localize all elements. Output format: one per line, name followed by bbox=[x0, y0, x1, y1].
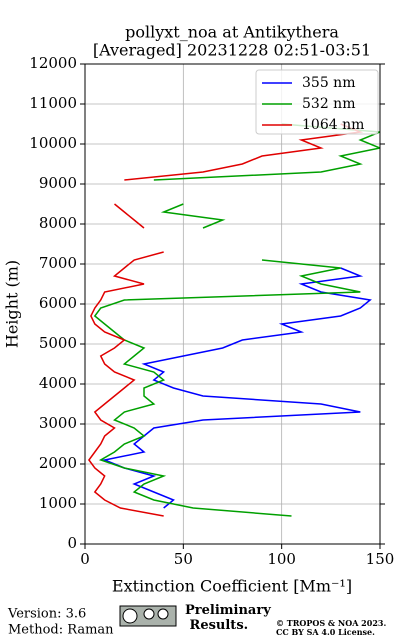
profile-line bbox=[93, 259, 361, 517]
y-axis-label: Height (m) bbox=[3, 260, 22, 348]
chart-subtitle: [Averaged] 20231228 02:51-03:51 bbox=[93, 41, 371, 60]
cc-logo-icon bbox=[157, 608, 169, 620]
y-tick-label: 11000 bbox=[29, 94, 77, 112]
y-tick-label: 4000 bbox=[39, 374, 77, 392]
y-tick-label: 0 bbox=[67, 534, 77, 552]
y-tick-label: 9000 bbox=[39, 174, 77, 192]
cc-logo-icon bbox=[143, 608, 155, 620]
y-tick-label: 10000 bbox=[29, 134, 77, 152]
plot-lines bbox=[88, 123, 380, 517]
x-axis-label: Extinction Coefficient [Mm⁻¹] bbox=[112, 577, 352, 596]
cc-logo bbox=[119, 605, 177, 627]
legend-label: 532 nm bbox=[302, 96, 355, 112]
y-tick-label: 2000 bbox=[39, 454, 77, 472]
cc-logo-icon bbox=[122, 608, 138, 624]
y-tick-label: 12000 bbox=[29, 54, 77, 72]
x-tick-label: 100 bbox=[267, 550, 296, 568]
y-tick-label: 5000 bbox=[39, 334, 77, 352]
plot-frame bbox=[84, 63, 381, 545]
version: Version: 3.6 bbox=[7, 607, 86, 622]
x-tick-label: 150 bbox=[366, 550, 395, 568]
profile-line bbox=[160, 203, 226, 229]
profile-line bbox=[114, 203, 145, 229]
chart-title: pollyxt_noa at Antikythera bbox=[125, 23, 339, 42]
method: Method: Raman bbox=[8, 623, 114, 638]
y-tick-label: 7000 bbox=[39, 254, 77, 272]
y-tick-label: 3000 bbox=[39, 414, 77, 432]
license: CC BY SA 4.0 License. bbox=[276, 627, 375, 637]
y-tick-label: 1000 bbox=[39, 494, 77, 512]
y-tick-label: 8000 bbox=[39, 214, 77, 232]
copyright: © TROPOS & NOA 2023. bbox=[276, 618, 386, 628]
y-tick-label: 6000 bbox=[39, 294, 77, 312]
profile-line bbox=[88, 251, 164, 517]
legend-box bbox=[255, 69, 379, 135]
status: Preliminary Results. bbox=[185, 603, 271, 633]
legend: 355 nm 532 nm 1064 nm bbox=[255, 69, 379, 135]
x-tick-label: 0 bbox=[80, 550, 90, 568]
legend-label: 355 nm bbox=[302, 75, 355, 91]
legend-label: 1064 nm bbox=[302, 117, 364, 133]
x-tick-label: 50 bbox=[174, 550, 193, 568]
